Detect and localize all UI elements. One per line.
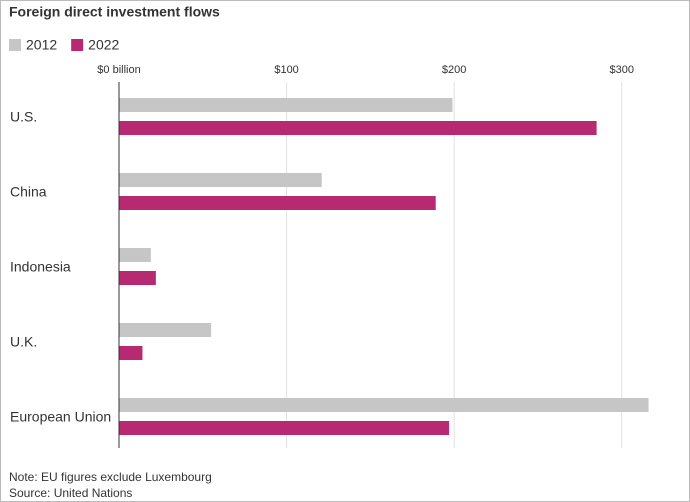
category-label: European Union <box>10 409 111 425</box>
category-label: Indonesia <box>10 259 71 275</box>
bar <box>119 398 649 412</box>
bar <box>119 346 143 360</box>
chart-title: Foreign direct investment flows <box>9 4 220 20</box>
source: Source: United Nations <box>9 486 132 500</box>
legend-swatch <box>71 39 84 51</box>
bar <box>119 98 453 112</box>
x-tick-label: $100 <box>274 64 298 76</box>
note: Note: EU figures exclude Luxembourg <box>9 470 212 484</box>
bar <box>119 196 436 210</box>
legend-label: 2022 <box>88 37 119 53</box>
bar <box>119 421 450 435</box>
legend-label: 2012 <box>26 37 57 53</box>
bar <box>119 173 322 187</box>
bar <box>119 271 156 285</box>
category-label: U.K. <box>10 334 37 350</box>
x-tick-label: $200 <box>442 64 466 76</box>
legend-swatch <box>9 39 21 51</box>
bar <box>119 323 212 337</box>
x-tick-label: $300 <box>609 64 633 76</box>
x-tick-label: $0 billion <box>97 64 140 76</box>
category-label: China <box>10 184 47 200</box>
bar <box>119 121 597 135</box>
bar <box>119 248 151 262</box>
category-label: U.S. <box>10 109 37 125</box>
